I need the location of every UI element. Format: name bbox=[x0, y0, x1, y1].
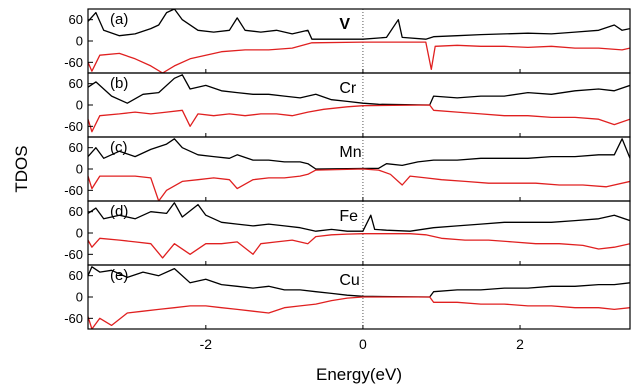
spin-up-series-line bbox=[88, 266, 630, 298]
panel-element-label: Cr bbox=[339, 80, 357, 97]
panel-1: 60 0 -60 (b) Cr bbox=[64, 72, 631, 138]
panel-4: 60 0 -60 (e) Cu bbox=[64, 264, 631, 330]
spin-down-series-line bbox=[88, 41, 630, 73]
y-axis-title: TDOS bbox=[12, 145, 31, 192]
y-tick-label: 60 bbox=[69, 12, 83, 27]
panel-2: 60 0 -60 (c) Mn bbox=[64, 136, 631, 202]
y-tick-label: 0 bbox=[76, 162, 83, 177]
spin-down-series-line bbox=[88, 233, 630, 259]
y-tick-label: 0 bbox=[76, 226, 83, 241]
y-tick-label: 60 bbox=[69, 76, 83, 91]
panel-letter-label: (e) bbox=[110, 267, 128, 284]
x-tick-label: 0 bbox=[359, 336, 367, 352]
y-tick-label: 60 bbox=[69, 268, 83, 283]
panel-series-group bbox=[88, 138, 630, 201]
y-tick-label: -60 bbox=[64, 247, 83, 262]
spin-up-series-line bbox=[88, 74, 630, 106]
spin-up-series-line bbox=[88, 138, 630, 170]
panel-0: 60 0 -60 (a) V bbox=[64, 8, 631, 74]
panel-element-label: Cu bbox=[339, 272, 359, 289]
panel-element-label: Fe bbox=[339, 208, 358, 225]
panel-frame bbox=[87, 8, 631, 74]
spin-up-series-line bbox=[88, 9, 630, 40]
panel-series-group bbox=[88, 74, 630, 133]
y-tick-label: 60 bbox=[69, 140, 83, 155]
panel-letter-label: (c) bbox=[110, 139, 128, 156]
spin-down-series-line bbox=[88, 296, 630, 329]
y-tick-label: 0 bbox=[76, 98, 83, 113]
y-tick-label: -60 bbox=[64, 55, 83, 70]
spin-up-series-line bbox=[88, 202, 630, 232]
x-tick-label: -2 bbox=[200, 336, 213, 352]
y-tick-label: -60 bbox=[64, 311, 83, 326]
panel-letter-label: (d) bbox=[110, 203, 128, 220]
y-tick-label: 0 bbox=[76, 34, 83, 49]
panel-element-label: Mn bbox=[339, 144, 361, 161]
panel-series-group bbox=[88, 202, 630, 259]
x-axis-title: Energy(eV) bbox=[316, 365, 402, 384]
y-tick-label: -60 bbox=[64, 119, 83, 134]
spin-down-series-line bbox=[88, 168, 630, 201]
panel-3: 60 0 -60 (d) Fe bbox=[64, 200, 631, 266]
panel-series-group bbox=[88, 266, 630, 329]
spin-down-series-line bbox=[88, 104, 630, 133]
panel-series-group bbox=[88, 9, 630, 73]
x-tick-label: 2 bbox=[516, 336, 524, 352]
y-tick-label: 60 bbox=[69, 204, 83, 219]
panel-element-label: V bbox=[339, 16, 350, 33]
y-tick-label: 0 bbox=[76, 290, 83, 305]
panel-letter-label: (a) bbox=[110, 11, 128, 28]
y-tick-label: -60 bbox=[64, 183, 83, 198]
panel-letter-label: (b) bbox=[110, 75, 128, 92]
